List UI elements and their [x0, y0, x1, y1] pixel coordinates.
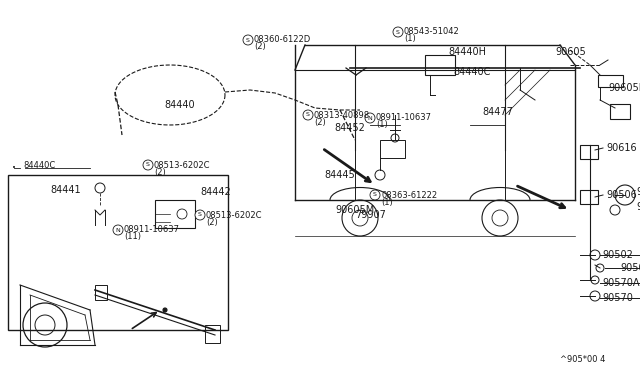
- Text: 90602: 90602: [636, 187, 640, 197]
- Text: 79907: 79907: [355, 210, 386, 220]
- Circle shape: [393, 27, 403, 37]
- Text: (2): (2): [154, 167, 166, 176]
- Text: 90605E: 90605E: [608, 83, 640, 93]
- Bar: [380, 140, 405, 158]
- Bar: [8, 175, 228, 330]
- Text: 08543-51042: 08543-51042: [404, 28, 460, 36]
- Circle shape: [143, 160, 153, 170]
- Text: S: S: [373, 192, 377, 198]
- Text: 84440C: 84440C: [23, 160, 55, 170]
- Text: 84477: 84477: [482, 107, 513, 117]
- Text: 08313-40898: 08313-40898: [314, 110, 370, 119]
- Text: (1): (1): [404, 35, 416, 44]
- Text: S: S: [146, 163, 150, 167]
- Text: 08513-6202C: 08513-6202C: [206, 211, 262, 219]
- Text: 90506: 90506: [606, 190, 637, 200]
- Text: 90570: 90570: [602, 293, 633, 303]
- Bar: [205, 325, 220, 343]
- Text: 08360-6122D: 08360-6122D: [254, 35, 311, 45]
- Text: 84440H: 84440H: [448, 47, 486, 57]
- Text: S: S: [198, 212, 202, 218]
- Circle shape: [303, 110, 313, 120]
- Text: ^905*00 4: ^905*00 4: [560, 356, 605, 365]
- Text: 08513-6202C: 08513-6202C: [154, 160, 211, 170]
- Circle shape: [365, 113, 375, 123]
- Bar: [598, 75, 623, 87]
- Text: S: S: [246, 38, 250, 42]
- Text: 90503A: 90503A: [620, 263, 640, 273]
- Text: 08911-10637: 08911-10637: [376, 113, 432, 122]
- Text: 90570A: 90570A: [602, 278, 639, 288]
- Text: N: N: [367, 115, 372, 121]
- Text: 08363-61222: 08363-61222: [381, 190, 437, 199]
- Text: (2): (2): [314, 118, 326, 126]
- Text: 90605M: 90605M: [335, 205, 374, 215]
- Text: 90605: 90605: [555, 47, 586, 57]
- Circle shape: [370, 190, 380, 200]
- Text: N: N: [116, 228, 120, 232]
- Text: S: S: [306, 112, 310, 118]
- Circle shape: [113, 225, 123, 235]
- Bar: [580, 145, 598, 159]
- Text: (2): (2): [206, 218, 218, 227]
- Text: 84440C: 84440C: [453, 67, 490, 77]
- Text: 90616: 90616: [606, 143, 637, 153]
- Text: (2): (2): [254, 42, 266, 51]
- Text: 84445: 84445: [324, 170, 355, 180]
- Text: 84452: 84452: [334, 123, 365, 133]
- Bar: [610, 104, 630, 119]
- Text: •: •: [12, 165, 16, 171]
- Text: 90602E: 90602E: [636, 202, 640, 212]
- Circle shape: [243, 35, 253, 45]
- Text: 84442: 84442: [200, 187, 231, 197]
- Text: (11): (11): [124, 232, 141, 241]
- Circle shape: [195, 210, 205, 220]
- Text: (1): (1): [381, 198, 393, 206]
- Bar: [580, 190, 598, 204]
- Bar: [155, 200, 195, 228]
- Text: 08911-10637: 08911-10637: [124, 225, 180, 234]
- Text: 84440: 84440: [164, 100, 195, 110]
- Text: S: S: [396, 29, 400, 35]
- Bar: [425, 55, 455, 75]
- Bar: [95, 285, 107, 300]
- Circle shape: [163, 308, 167, 312]
- Text: 90502: 90502: [602, 250, 633, 260]
- Text: 84441: 84441: [50, 185, 81, 195]
- Text: (1): (1): [376, 121, 388, 129]
